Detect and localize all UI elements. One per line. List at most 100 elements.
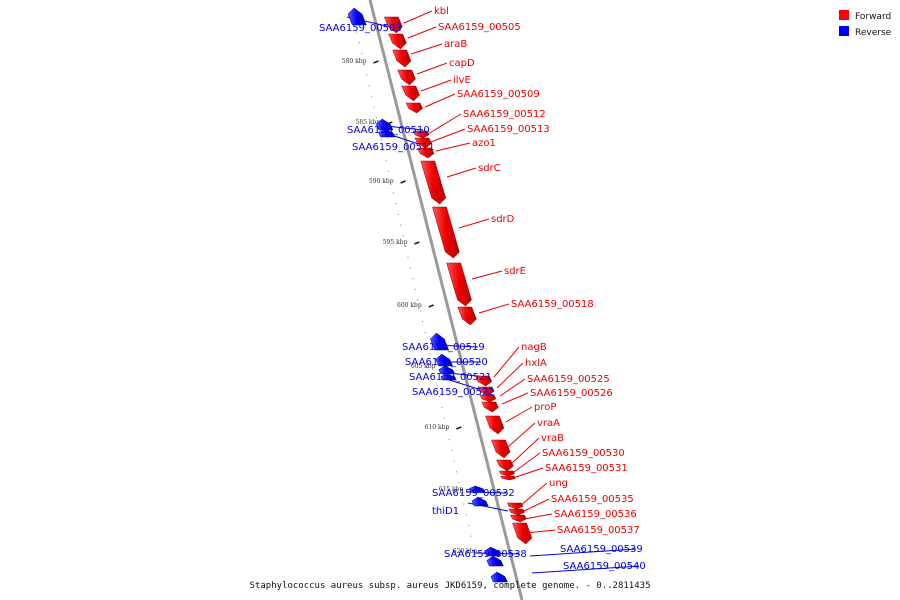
- gene-label[interactable]: hxlA: [525, 358, 547, 369]
- gene-block[interactable]: [508, 508, 525, 516]
- gene-block[interactable]: [397, 69, 416, 86]
- gene-label[interactable]: SAA6159_00531: [545, 463, 628, 474]
- gene-connector: [501, 392, 529, 405]
- gene-label[interactable]: sdrD: [491, 214, 515, 225]
- gene-block[interactable]: [510, 514, 527, 523]
- gene-block[interactable]: [417, 147, 435, 159]
- gene-block[interactable]: [490, 571, 508, 583]
- gene-connector: [410, 43, 443, 55]
- gene-block[interactable]: [388, 33, 407, 50]
- gene-label[interactable]: SAA6159_00540: [563, 561, 646, 572]
- gene-block[interactable]: [468, 485, 486, 493]
- gene-label[interactable]: SAA6159_00522: [412, 387, 495, 398]
- gene-label[interactable]: SAA6159_00503: [319, 23, 402, 34]
- gene-label[interactable]: sdrE: [504, 266, 526, 277]
- scale-tick-label: 620 kbp: [453, 548, 478, 555]
- gene-block[interactable]: [486, 555, 504, 567]
- gene-block[interactable]: [405, 102, 423, 114]
- gene-block[interactable]: [481, 401, 499, 413]
- gene-connector: [529, 548, 637, 557]
- gene-connector: [493, 346, 520, 378]
- gene-label[interactable]: vraB: [541, 433, 564, 444]
- gene-block[interactable]: [484, 546, 502, 557]
- gene-block[interactable]: [435, 353, 454, 367]
- gene-block[interactable]: [430, 332, 450, 351]
- gene-block[interactable]: [420, 160, 446, 205]
- gene-label[interactable]: proP: [534, 402, 556, 413]
- gene-block[interactable]: [414, 137, 432, 149]
- gene-block[interactable]: [392, 49, 412, 68]
- gene-connector: [531, 565, 640, 574]
- gene-block[interactable]: [438, 365, 456, 375]
- gene-label[interactable]: azo1: [472, 138, 496, 149]
- gene-block[interactable]: [491, 439, 511, 459]
- gene-label[interactable]: SAA6159_00513: [467, 124, 550, 135]
- gene-block[interactable]: [512, 522, 533, 545]
- gene-label[interactable]: capD: [449, 58, 475, 69]
- gene-label[interactable]: SAA6159_00536: [554, 509, 637, 520]
- gene-block[interactable]: [446, 262, 472, 307]
- genome-backbone: [368, 0, 524, 600]
- gene-block[interactable]: [412, 130, 430, 139]
- gene-block[interactable]: [347, 7, 367, 26]
- gene-label[interactable]: thiD1: [432, 506, 459, 517]
- gene-block[interactable]: [457, 306, 477, 326]
- gene-connector: [446, 167, 477, 178]
- gene-label[interactable]: SAA6159_00525: [527, 374, 610, 385]
- gene-connector: [499, 378, 526, 397]
- gene-label[interactable]: SAA6159_00539: [560, 544, 643, 555]
- gene-connector: [435, 142, 471, 152]
- gene-block[interactable]: [479, 394, 497, 403]
- gene-label[interactable]: SAA6159_00530: [542, 448, 625, 459]
- gene-block[interactable]: [496, 459, 514, 472]
- gene-connector: [478, 303, 510, 314]
- gene-label[interactable]: SAA6159_00509: [457, 89, 540, 100]
- gene-label[interactable]: sdrC: [478, 163, 501, 174]
- scale-tick: [428, 304, 434, 308]
- gene-block[interactable]: [477, 386, 495, 396]
- gene-label[interactable]: SAA6159_00518: [511, 299, 594, 310]
- gene-label[interactable]: kbl: [434, 6, 449, 17]
- gene-label[interactable]: SAA6159_00512: [463, 109, 546, 120]
- gene-connector: [385, 125, 424, 131]
- gene-label[interactable]: SAA6159_00511: [352, 142, 435, 153]
- gene-block[interactable]: [471, 496, 489, 507]
- gene-connector: [519, 482, 548, 507]
- gene-label[interactable]: SAA6159_00505: [438, 22, 521, 33]
- gene-block[interactable]: [378, 128, 396, 138]
- gene-block[interactable]: [432, 206, 460, 259]
- gene-connector: [513, 452, 541, 473]
- gene-label[interactable]: SAA6159_00526: [530, 388, 613, 399]
- gene-label[interactable]: araB: [444, 39, 467, 50]
- gene-label[interactable]: SAA6159_00532: [432, 488, 515, 499]
- gene-label[interactable]: SAA6159_00535: [551, 494, 634, 505]
- gene-block[interactable]: [440, 373, 457, 381]
- gene-label[interactable]: SAA6159_00537: [557, 525, 640, 536]
- gene-label[interactable]: SAA6159_00510: [347, 125, 430, 136]
- gene-label[interactable]: SAA6159_00538: [444, 549, 527, 560]
- scale-tick-label: 595 kbp: [383, 239, 408, 246]
- gene-connector: [420, 79, 452, 92]
- gene-block[interactable]: [383, 16, 403, 34]
- gene-label[interactable]: ung: [549, 478, 568, 489]
- gene-block[interactable]: [474, 375, 493, 387]
- gene-label[interactable]: SAA6159_00520: [405, 357, 488, 368]
- gene-label[interactable]: SAA6159_00519: [402, 342, 485, 353]
- scale-tick: [373, 60, 379, 64]
- gene-layer: [347, 7, 533, 583]
- gene-connector: [496, 362, 524, 389]
- gene-label[interactable]: SAA6159_00521: [409, 372, 492, 383]
- scale-tick-label: 590 kbp: [369, 178, 394, 185]
- gene-label[interactable]: vraA: [537, 418, 560, 429]
- gene-label[interactable]: ilvE: [453, 75, 471, 86]
- gene-block[interactable]: [498, 470, 515, 477]
- gene-block[interactable]: [507, 502, 524, 510]
- gene-label[interactable]: nagB: [521, 342, 547, 353]
- scale-tick-label: 615 kbp: [439, 486, 464, 493]
- gene-block[interactable]: [485, 415, 505, 435]
- gene-block[interactable]: [401, 85, 420, 102]
- scale-tick-label: 580 kbp: [342, 58, 367, 65]
- gene-connector: [507, 422, 536, 448]
- gene-connector: [430, 128, 466, 143]
- gene-block[interactable]: [500, 475, 516, 481]
